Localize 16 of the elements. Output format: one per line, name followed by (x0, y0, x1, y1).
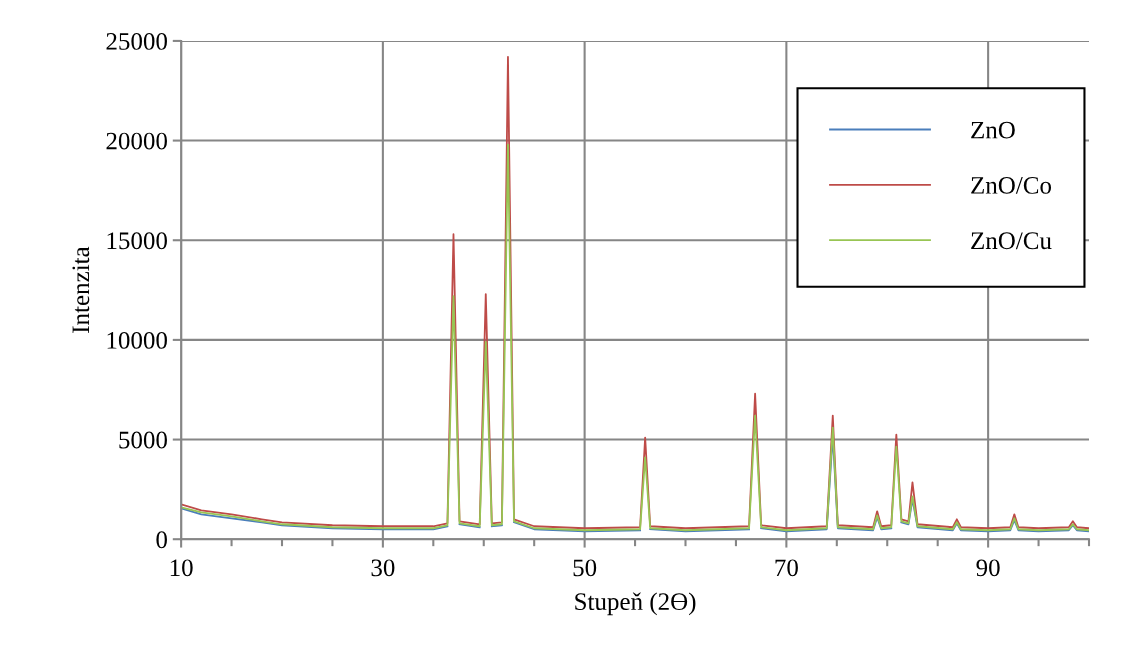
legend-label: ZnO/Cu (971, 232, 1052, 250)
y-tick-label: 5000 (119, 431, 167, 449)
y-tick-label: 25000 (106, 32, 167, 50)
x-tick-label: 30 (371, 559, 395, 577)
x-tick-label: 50 (573, 559, 597, 577)
y-axis-title: Intenzita (72, 246, 90, 333)
x-tick-label: 90 (976, 559, 1000, 577)
y-tick-label: 20000 (106, 132, 167, 150)
x-tick-label: 10 (170, 559, 193, 577)
x-tick-label: 70 (775, 559, 798, 577)
y-tick-label: 10000 (107, 331, 167, 349)
legend-label: ZnO (971, 121, 1015, 139)
legend-label: ZnO/Co (971, 177, 1052, 194)
y-tick-label: 0 (156, 531, 167, 549)
y-tick-label: 15000 (107, 232, 167, 250)
x-axis-title: Stupeň (2ϴ) (575, 592, 696, 616)
